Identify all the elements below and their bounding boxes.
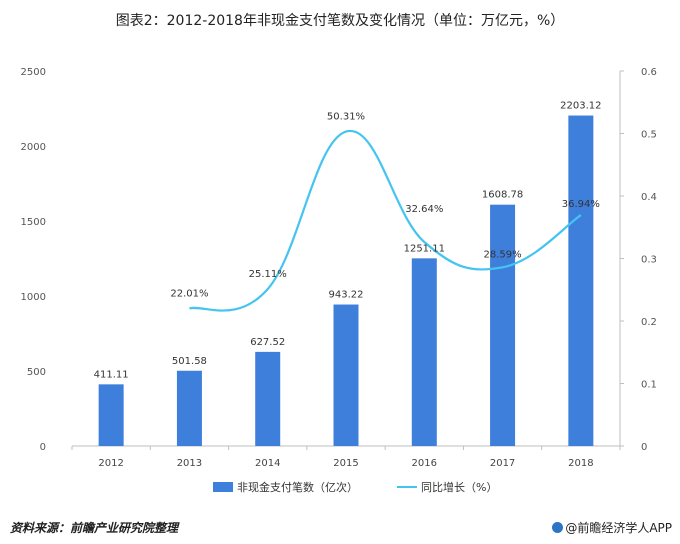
- bar: [411, 258, 437, 446]
- y-left-tick-label: 2000: [21, 142, 46, 153]
- y-right-tick-label: 0.6: [641, 67, 657, 78]
- bar-value-label: 943.22: [329, 290, 364, 301]
- y-right-tick-label: 0.1: [641, 380, 657, 391]
- y-right-tick-label: 0.2: [641, 317, 657, 328]
- source-note: 资料来源：前瞻产业研究院整理: [10, 521, 179, 535]
- y-right-tick-label: 0.5: [641, 130, 657, 141]
- y-right-tick-label: 0.3: [641, 255, 657, 266]
- line-value-label: 22.01%: [170, 288, 208, 299]
- bar: [255, 351, 281, 446]
- line-value-label: 25.11%: [249, 269, 287, 280]
- bar: [568, 115, 594, 447]
- line-value-label: 50.31%: [327, 112, 365, 123]
- brand-logo-icon: [552, 522, 564, 533]
- x-tick-label: 2015: [333, 458, 358, 469]
- x-tick-label: 2018: [568, 458, 593, 469]
- chart-title: 图表2：2012-2018年非现金支付笔数及变化情况（单位：万亿元，%）: [115, 13, 565, 29]
- legend-label-line: 同比增长（%）: [421, 480, 497, 494]
- x-tick-label: 2012: [98, 458, 123, 469]
- y-left-tick-label: 1000: [21, 292, 46, 303]
- y-left-tick-label: 1500: [21, 217, 46, 228]
- bar-value-label: 1251.11: [404, 243, 445, 254]
- y-left-tick-label: 500: [27, 367, 46, 378]
- y-right-tick-label: 0.4: [641, 192, 657, 203]
- y-left-tick-label: 0: [40, 442, 46, 453]
- x-tick-label: 2017: [490, 458, 515, 469]
- x-tick-label: 2016: [412, 458, 437, 469]
- legend-swatch-bars: [213, 482, 233, 492]
- x-tick-label: 2014: [255, 458, 280, 469]
- bar-value-label: 627.52: [250, 337, 285, 348]
- line-value-label: 36.94%: [562, 199, 600, 210]
- line-value-label: 28.59%: [484, 249, 522, 260]
- y-left-tick-label: 2500: [21, 67, 46, 78]
- growth-line: [189, 130, 582, 312]
- brand-name: @前瞻经济学人APP: [565, 521, 672, 535]
- bar-value-label: 411.11: [94, 369, 129, 380]
- bar: [176, 370, 202, 446]
- bar-value-label: 1608.78: [482, 190, 523, 201]
- legend-label-bars: 非现金支付笔数（亿次）: [237, 480, 358, 494]
- bar: [98, 384, 124, 446]
- bar: [333, 304, 359, 446]
- bar-value-label: 501.58: [172, 356, 207, 367]
- bar: [490, 204, 516, 446]
- y-right-tick-label: 0: [641, 442, 647, 453]
- x-tick-label: 2013: [177, 458, 202, 469]
- bar-value-label: 2203.12: [560, 101, 601, 112]
- brand-footer: @前瞻经济学人APP: [552, 519, 672, 536]
- line-value-label: 32.64%: [405, 204, 443, 215]
